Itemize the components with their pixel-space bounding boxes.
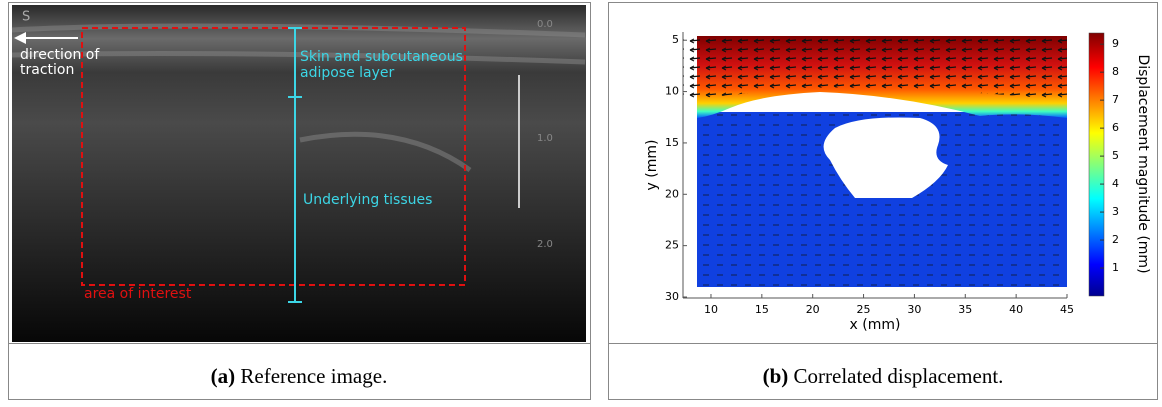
- colorbar-tick-label: 1: [1112, 261, 1119, 274]
- caption-label: (a): [211, 364, 236, 388]
- arrow-label: direction of: [20, 47, 100, 63]
- depth-label: 1.0: [537, 133, 553, 144]
- colorbar-tick-label: 4: [1112, 177, 1119, 190]
- colorbar-tick-label: 3: [1112, 205, 1119, 218]
- colorbar: [1088, 32, 1105, 297]
- depth-label: 2.0: [537, 239, 553, 250]
- y-tick-label: 5: [672, 33, 679, 46]
- colorbar-tick-label: 5: [1112, 149, 1119, 162]
- y-tick-label: 15: [665, 136, 679, 149]
- layer-ruler: [288, 27, 302, 303]
- tissue-texture: [11, 23, 586, 173]
- void-region: [823, 117, 948, 198]
- caption-label: (b): [763, 364, 789, 388]
- arrow-label: traction: [20, 62, 74, 78]
- roi-label: area of interest: [84, 286, 192, 302]
- colorbar-label: Displacement magnitude (mm): [1135, 54, 1151, 273]
- y-label: y (mm): [644, 140, 660, 191]
- x-tick-label: 35: [958, 303, 972, 316]
- arrowhead: [14, 32, 26, 44]
- y-tick-label: 20: [665, 187, 679, 200]
- caption-text: Correlated displacement.: [794, 364, 1004, 388]
- x-label: x (mm): [850, 317, 901, 333]
- panel-frame: [608, 2, 1158, 400]
- layer-label: adipose layer: [300, 65, 395, 81]
- y-tick-label: 25: [665, 239, 679, 252]
- colorbar-tick-label: 7: [1112, 93, 1119, 106]
- x-tick-label: 20: [806, 303, 820, 316]
- caption: (a) Reference image.: [211, 364, 388, 388]
- x-tick-label: 10: [704, 303, 718, 316]
- roi: [81, 27, 466, 286]
- x-tick-label: 30: [907, 303, 921, 316]
- colorbar-tick-label: 8: [1112, 65, 1119, 78]
- panel-frame: [8, 2, 591, 400]
- caption-text: Reference image.: [240, 364, 387, 388]
- y-tick-label: 10: [665, 85, 679, 98]
- depth-label: 0.0: [537, 19, 553, 30]
- x-tick-label: 45: [1060, 303, 1074, 316]
- tissue-label: Underlying tissues: [303, 192, 432, 208]
- x-tick-label: 15: [755, 303, 769, 316]
- y-tick-label: 30: [665, 290, 679, 303]
- layer-label: Skin and subcutaneous: [300, 49, 463, 65]
- colorbar-tick-label: 6: [1112, 121, 1119, 134]
- quiver-high: [683, 36, 1067, 100]
- caption: (b) Correlated displacement.: [763, 364, 1004, 388]
- colorbar-tick-label: 2: [1112, 233, 1119, 246]
- colorbar-tick-label: 9: [1112, 37, 1119, 50]
- x-tick-label: 25: [857, 303, 871, 316]
- x-tick-label: 40: [1009, 303, 1023, 316]
- logo: S: [22, 10, 30, 25]
